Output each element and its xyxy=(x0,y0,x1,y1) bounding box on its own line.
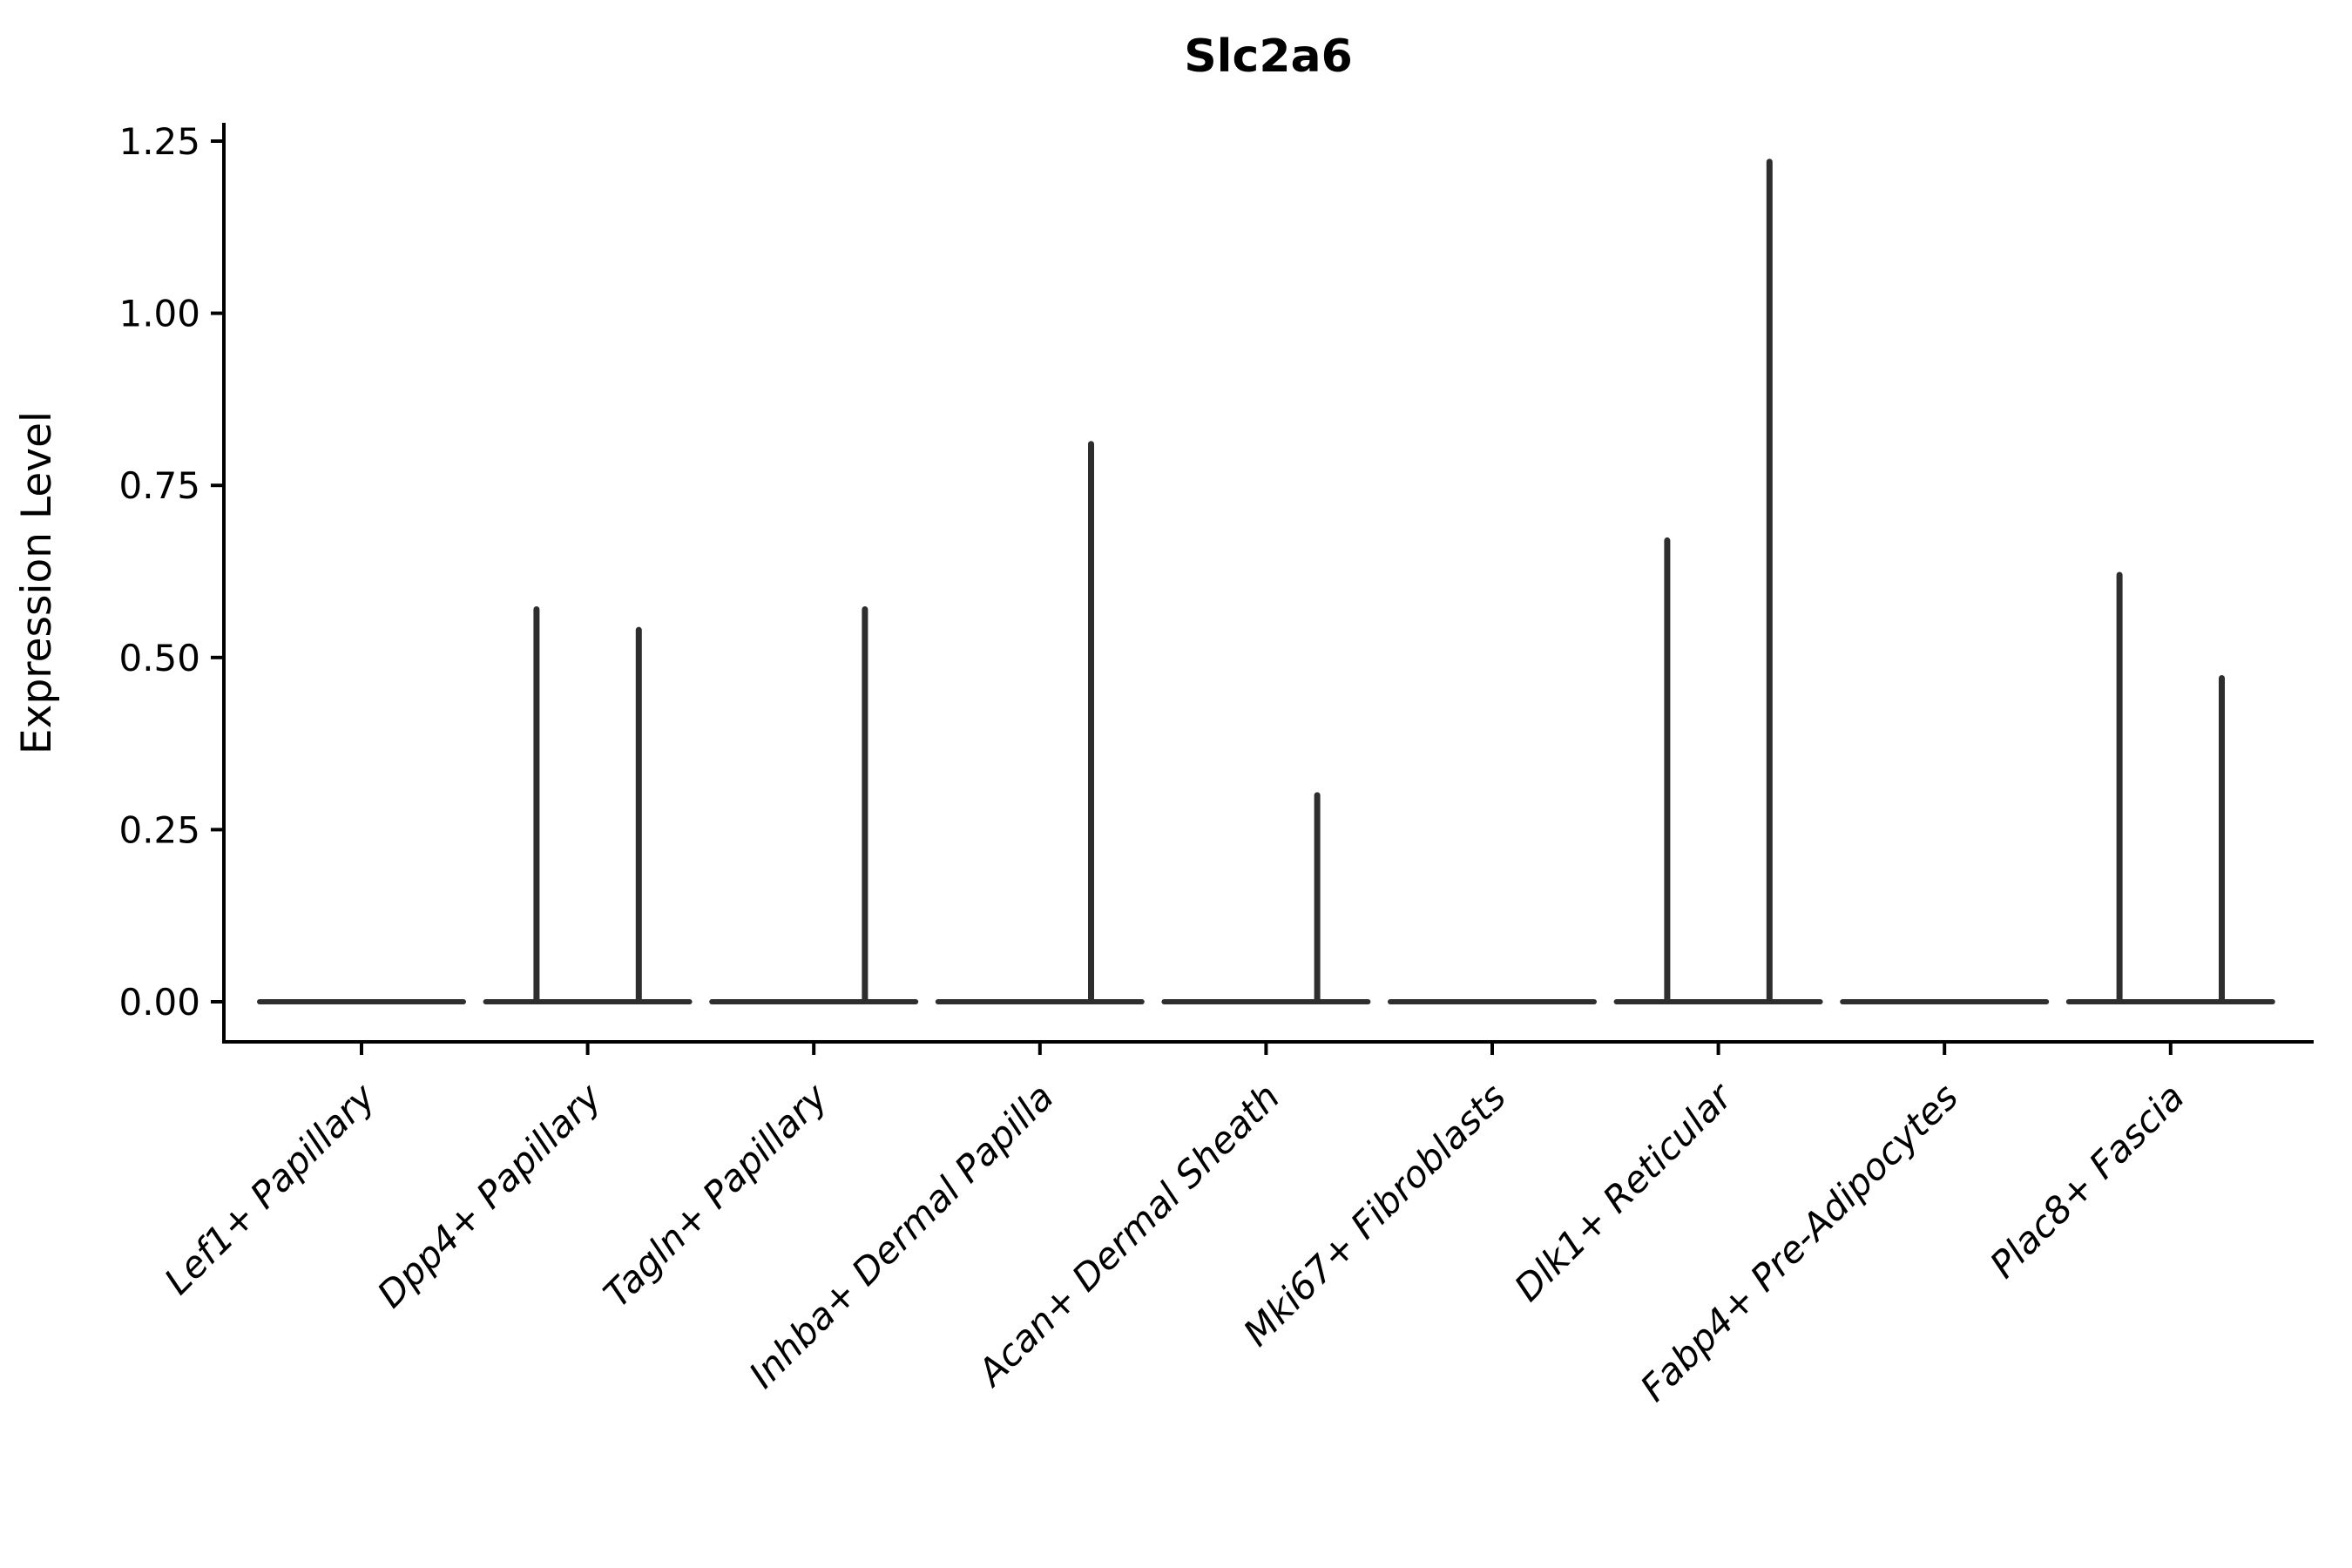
chart-title: Slc2a6 xyxy=(1184,30,1353,83)
y-tick-label: 1.00 xyxy=(118,293,200,335)
y-tick-label: 0.00 xyxy=(118,981,200,1024)
x-tick-label: Dpp4+ Papillary xyxy=(369,1075,611,1316)
x-tick-label: Dlk1+ Reticular xyxy=(1506,1073,1742,1309)
y-tick-label: 1.25 xyxy=(118,120,200,163)
y-tick-label: 0.75 xyxy=(118,464,200,507)
x-tick-label: Mki67+ Fibroblasts xyxy=(1235,1075,1514,1354)
x-tick-label: Lef1+ Papillary xyxy=(156,1075,384,1303)
violin-layer xyxy=(257,159,2275,1004)
x-tick-label: Plac8+ Fascia xyxy=(1982,1075,2193,1286)
y-tick-label: 0.50 xyxy=(118,637,200,679)
x-tick-label: Tagln+ Papillary xyxy=(595,1075,836,1316)
y-axis-label: Expression Level xyxy=(13,411,61,754)
y-tick-label: 0.25 xyxy=(118,808,200,851)
